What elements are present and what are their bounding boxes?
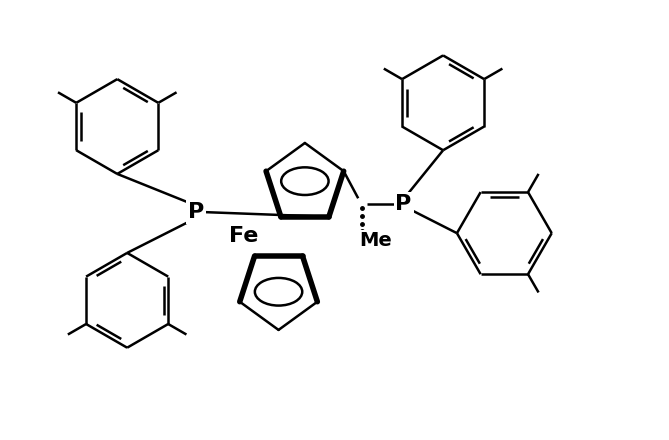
Text: Fe: Fe: [229, 227, 258, 246]
Text: Me: Me: [359, 231, 391, 250]
Text: P: P: [188, 202, 205, 222]
Text: P: P: [395, 194, 411, 213]
